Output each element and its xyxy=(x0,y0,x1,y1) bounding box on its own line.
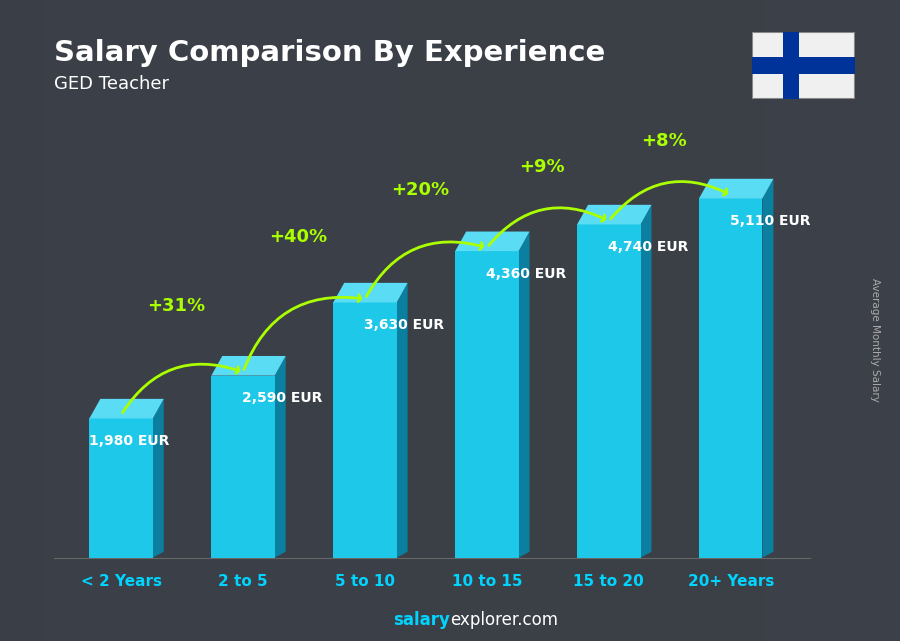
Bar xyxy=(315,0,360,641)
Text: salary: salary xyxy=(393,612,450,629)
Bar xyxy=(855,0,900,641)
Text: 4,360 EUR: 4,360 EUR xyxy=(486,267,566,281)
Text: +20%: +20% xyxy=(391,181,449,199)
Bar xyxy=(90,0,135,641)
Bar xyxy=(455,251,518,558)
Text: 2,590 EUR: 2,590 EUR xyxy=(242,391,322,405)
Polygon shape xyxy=(274,356,285,558)
Text: +31%: +31% xyxy=(147,297,205,315)
Text: 5,110 EUR: 5,110 EUR xyxy=(730,214,810,228)
Bar xyxy=(333,303,397,558)
Polygon shape xyxy=(518,231,529,558)
Bar xyxy=(765,0,810,641)
Bar xyxy=(585,0,630,641)
Bar xyxy=(270,0,315,641)
Bar xyxy=(699,199,762,558)
Bar xyxy=(810,0,855,641)
Bar xyxy=(45,0,90,641)
Polygon shape xyxy=(153,399,164,558)
Polygon shape xyxy=(641,205,652,558)
Bar xyxy=(720,0,765,641)
Text: Average Monthly Salary: Average Monthly Salary xyxy=(869,278,880,402)
Bar xyxy=(540,0,585,641)
Polygon shape xyxy=(762,179,773,558)
Bar xyxy=(405,0,450,641)
Polygon shape xyxy=(577,205,652,224)
Bar xyxy=(752,57,855,74)
Text: GED Teacher: GED Teacher xyxy=(54,75,169,93)
Bar xyxy=(225,0,270,641)
Polygon shape xyxy=(699,179,773,199)
Text: explorer.com: explorer.com xyxy=(450,612,558,629)
Text: +9%: +9% xyxy=(519,158,564,176)
Bar xyxy=(495,0,540,641)
Polygon shape xyxy=(89,399,164,419)
Text: 4,740 EUR: 4,740 EUR xyxy=(608,240,688,254)
Bar xyxy=(0,0,45,641)
Bar xyxy=(89,419,153,558)
Bar xyxy=(630,0,675,641)
Bar xyxy=(783,32,799,99)
Text: 1,980 EUR: 1,980 EUR xyxy=(89,434,170,448)
Bar xyxy=(212,376,274,558)
Text: +8%: +8% xyxy=(641,133,687,151)
Bar xyxy=(180,0,225,641)
Polygon shape xyxy=(333,283,408,303)
Polygon shape xyxy=(397,283,408,558)
Polygon shape xyxy=(212,356,285,376)
Bar xyxy=(577,224,641,558)
Bar xyxy=(450,0,495,641)
Polygon shape xyxy=(455,231,529,251)
Bar xyxy=(360,0,405,641)
Text: 3,630 EUR: 3,630 EUR xyxy=(364,318,444,332)
Text: Salary Comparison By Experience: Salary Comparison By Experience xyxy=(54,39,605,67)
Text: +40%: +40% xyxy=(269,228,327,246)
Bar xyxy=(135,0,180,641)
Bar xyxy=(675,0,720,641)
